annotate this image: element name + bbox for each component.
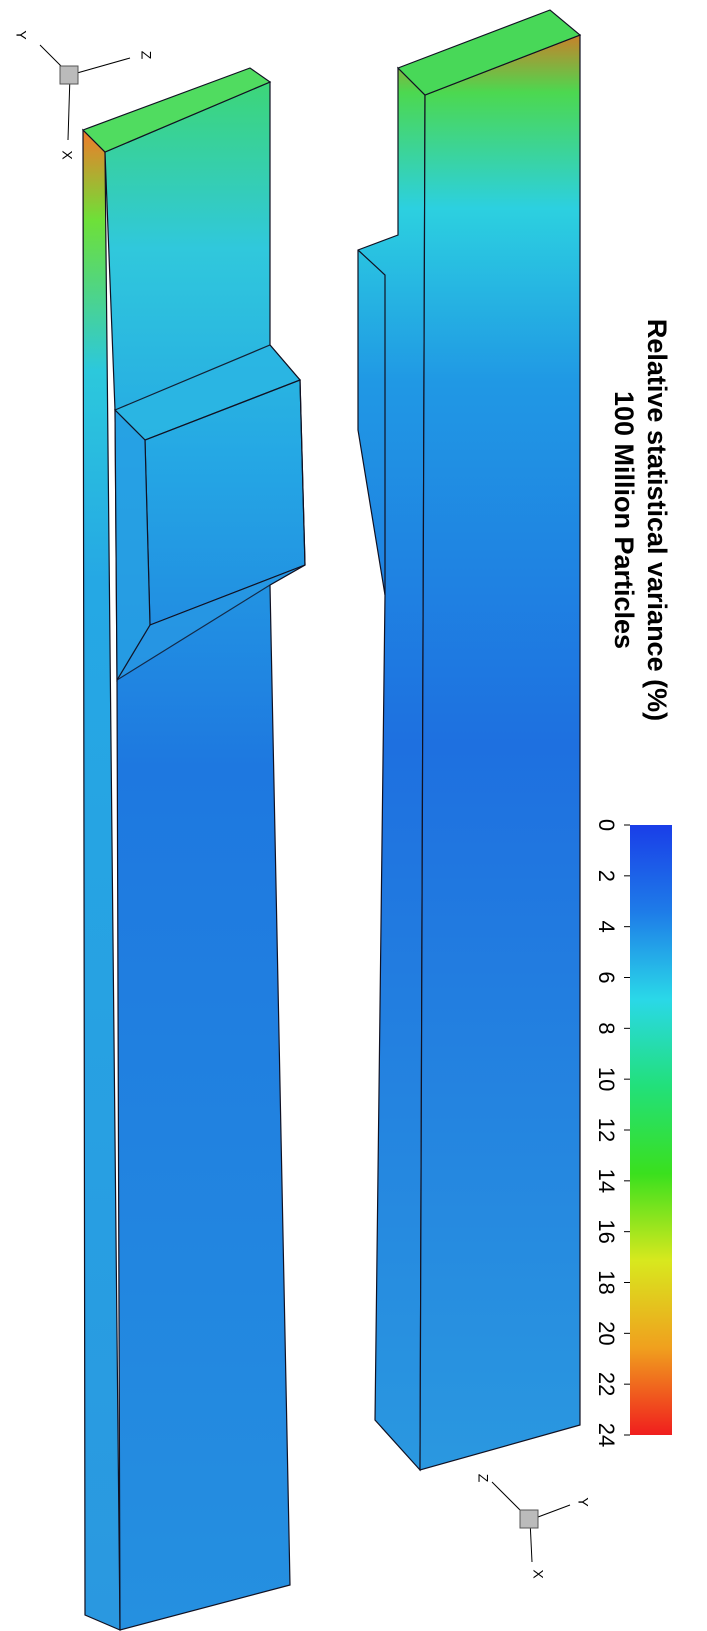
axis-label: X	[59, 150, 75, 160]
colorbar-tick-label: 24	[594, 1423, 619, 1447]
colorbar-tick-label: 6	[594, 971, 619, 983]
left-geometry	[81, 67, 306, 1631]
colorbar-tick-label: 14	[594, 1169, 619, 1193]
colorbar-tick-label: 12	[594, 1118, 619, 1142]
colorbar-tick-label: 4	[594, 921, 619, 933]
title: Relative statistical variance (%)	[642, 319, 672, 721]
axis-label: Y	[13, 30, 29, 40]
axis-label: Y	[575, 1497, 591, 1507]
colorbar-tick-label: 22	[594, 1372, 619, 1396]
colorbar-tick-label: 0	[594, 819, 619, 831]
colorbar-tick-label: 2	[594, 870, 619, 882]
right-geometry	[357, 9, 582, 1472]
axis-label: Z	[475, 1474, 491, 1483]
colorbar	[630, 825, 672, 1435]
colorbar-tick-label: 8	[594, 1022, 619, 1034]
axis-label: X	[530, 1569, 546, 1579]
triad	[39, 44, 571, 1563]
colorbar-tick-label: 18	[594, 1270, 619, 1294]
colorbar-tick-label: 10	[594, 1067, 619, 1091]
subtitle: 100 Million Particles	[609, 391, 639, 649]
colorbar-tick-label: 20	[594, 1321, 619, 1345]
axis-label: Z	[138, 51, 154, 60]
colorbar-tick-label: 16	[594, 1219, 619, 1243]
